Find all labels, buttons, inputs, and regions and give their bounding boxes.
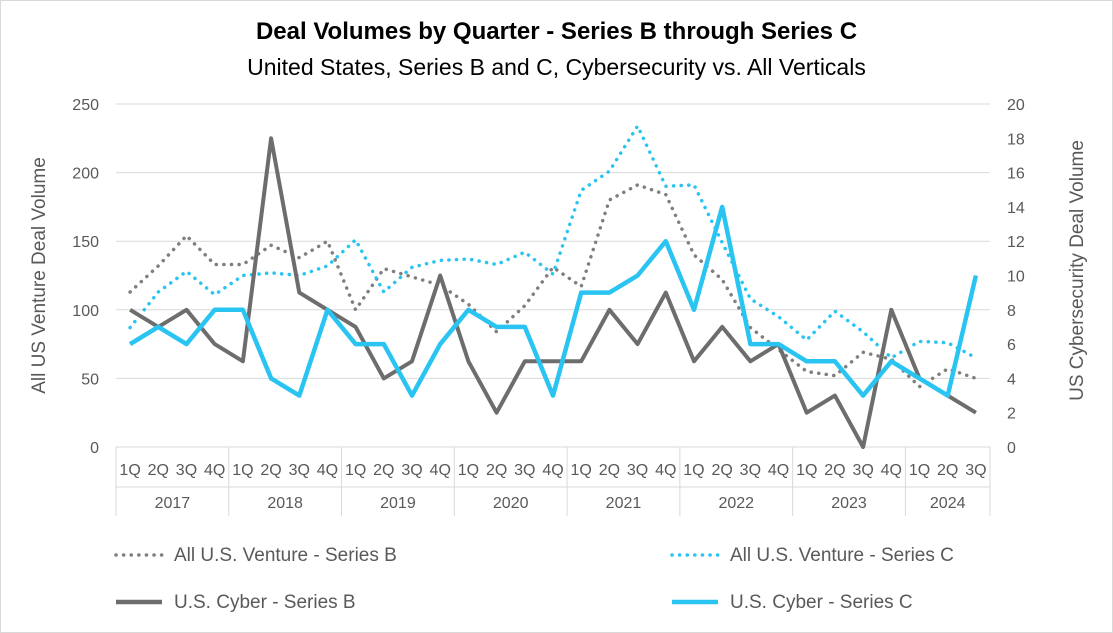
x-quarter-label: 4Q — [317, 462, 338, 479]
y-left-tick-label: 0 — [90, 440, 99, 457]
y-right-tick-label: 4 — [1007, 371, 1016, 388]
x-quarter-label: 1Q — [571, 462, 592, 479]
series-line-all-u-s-venture-series-b — [128, 183, 978, 389]
y-right-tick-label: 2 — [1007, 406, 1016, 423]
x-quarter-label: 2Q — [373, 462, 394, 479]
y-right-axis-title: US Cybersecurity Deal Volume — [1067, 140, 1088, 401]
x-quarter-label: 4Q — [204, 462, 225, 479]
y-left-tick-label: 50 — [81, 371, 99, 388]
chart-subtitle: United States, Series B and C, Cybersecu… — [247, 54, 866, 80]
y-right-tick-label: 0 — [1007, 440, 1016, 457]
x-quarter-label: 1Q — [683, 462, 704, 479]
x-quarter-label: 4Q — [655, 462, 676, 479]
y-right-tick-label: 20 — [1007, 97, 1025, 114]
x-quarter-label: 1Q — [119, 462, 140, 479]
legend-label: All U.S. Venture - Series B — [174, 545, 397, 566]
y-right-tick-label: 18 — [1007, 131, 1025, 148]
x-quarter-label: 3Q — [627, 462, 648, 479]
x-quarter-label: 3Q — [852, 462, 873, 479]
series-line-u-s-cyber-series-b — [129, 136, 977, 449]
x-year-label: 2017 — [155, 495, 191, 512]
x-quarter-label: 2Q — [824, 462, 845, 479]
x-quarter-label: 4Q — [881, 462, 902, 479]
chart-title: Deal Volumes by Quarter - Series B throu… — [255, 18, 858, 45]
legend-label: All U.S. Venture - Series C — [730, 545, 954, 566]
y-right-tick-label: 12 — [1007, 234, 1025, 251]
series-line-u-s-cyber-series-c — [128, 204, 979, 398]
x-year-label: 2021 — [606, 495, 642, 512]
x-quarter-label: 4Q — [768, 462, 789, 479]
x-year-label: 2018 — [267, 495, 303, 512]
x-quarter-label: 3Q — [289, 462, 310, 479]
x-quarter-label: 1Q — [345, 462, 366, 479]
y-left-tick-label: 100 — [72, 303, 99, 320]
y-left-tick-label: 150 — [72, 234, 99, 251]
x-quarter-label: 1Q — [909, 462, 930, 479]
x-quarter-label: 1Q — [458, 462, 479, 479]
y-right-tick-label: 14 — [1007, 200, 1025, 217]
legend-label: U.S. Cyber - Series C — [730, 592, 913, 613]
y-left-axis-title: All US Venture Deal Volume — [29, 157, 50, 394]
y-right-tick-label: 16 — [1007, 166, 1025, 183]
y-left-tick-label: 250 — [72, 97, 99, 114]
x-year-label: 2020 — [493, 495, 529, 512]
x-quarter-label: 2Q — [599, 462, 620, 479]
x-quarter-label: 2Q — [148, 462, 169, 479]
x-quarter-label: 3Q — [176, 462, 197, 479]
x-quarter-label: 2Q — [260, 462, 281, 479]
y-right-tick-label: 10 — [1007, 269, 1025, 286]
legend-label: U.S. Cyber - Series B — [174, 592, 356, 613]
x-year-label: 2024 — [930, 495, 966, 512]
x-quarter-label: 2Q — [486, 462, 507, 479]
x-quarter-label: 2Q — [937, 462, 958, 479]
series-line-all-u-s-venture-series-c — [128, 124, 978, 360]
y-right-tick-label: 6 — [1007, 337, 1016, 354]
x-year-label: 2022 — [718, 495, 754, 512]
y-left-tick-label: 200 — [72, 166, 99, 183]
x-quarter-label: 4Q — [430, 462, 451, 479]
x-quarter-label: 2Q — [711, 462, 732, 479]
x-quarter-label: 3Q — [965, 462, 986, 479]
x-quarter-label: 3Q — [514, 462, 535, 479]
x-quarter-label: 1Q — [796, 462, 817, 479]
x-year-label: 2019 — [380, 495, 416, 512]
x-quarter-label: 3Q — [401, 462, 422, 479]
y-right-tick-label: 8 — [1007, 303, 1016, 320]
x-quarter-label: 3Q — [740, 462, 761, 479]
x-quarter-label: 4Q — [542, 462, 563, 479]
x-quarter-label: 1Q — [232, 462, 253, 479]
x-year-label: 2023 — [831, 495, 867, 512]
